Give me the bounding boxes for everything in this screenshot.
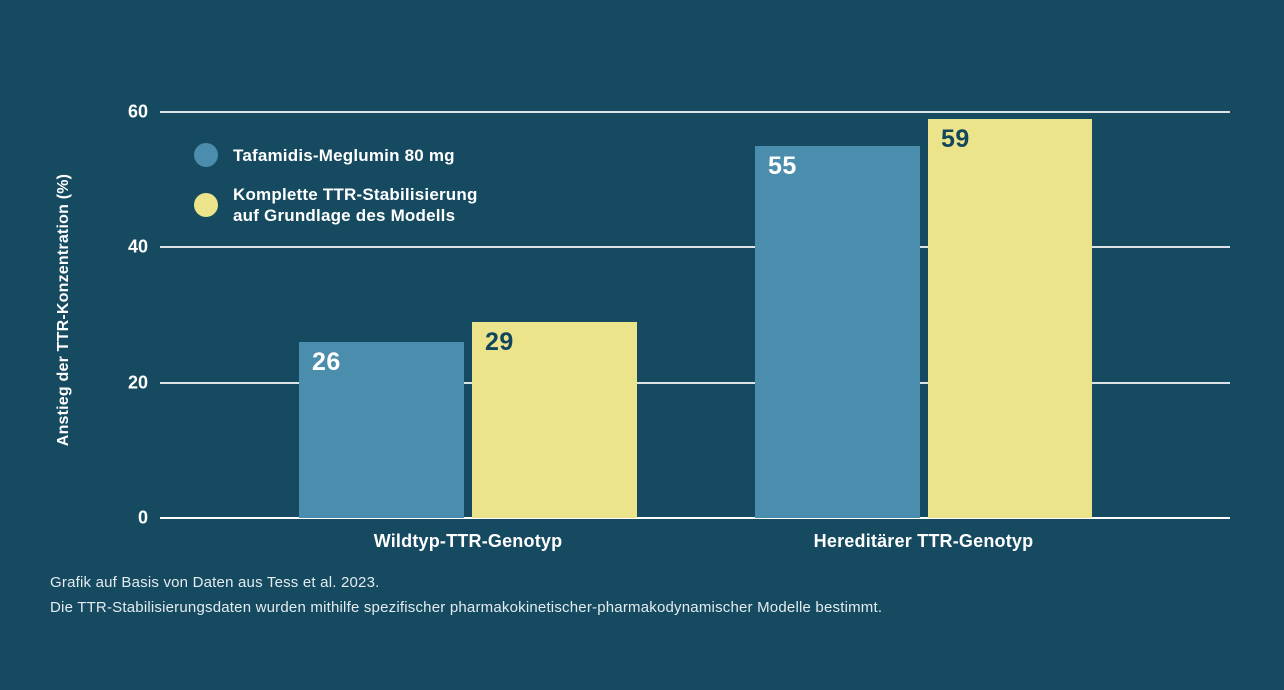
y-tick-0: 0 xyxy=(137,507,148,528)
legend-swatch-yellow-circle-icon xyxy=(194,193,218,217)
bar-value-label: 55 xyxy=(768,151,797,180)
gridline-20 xyxy=(160,381,1230,384)
y-tick-40: 40 xyxy=(127,236,148,257)
legend-swatch-blue-circle-icon xyxy=(194,143,218,167)
bar-hereditaer-stabilisierung: 59 xyxy=(928,118,1092,518)
bar-wildtyp-stabilisierung: 29 xyxy=(472,321,637,518)
bar-value-label: 29 xyxy=(485,327,514,356)
footer-method-line: Die TTR-Stabilisierungsdaten wurden mith… xyxy=(50,599,883,616)
legend-item-tafamidis: Tafamidis-Meglumin 80 mg xyxy=(194,143,478,167)
legend-label: Komplette TTR-Stabilisierung auf Grundla… xyxy=(233,184,478,226)
category-label-wildtyp: Wildtyp-TTR-Genotyp xyxy=(373,531,563,551)
category-label-hereditaer: Hereditärer TTR-Genotyp xyxy=(813,531,1034,551)
footer-notes: Grafik auf Basis von Daten aus Tess et a… xyxy=(50,570,882,620)
bar-value-label: 26 xyxy=(312,348,341,377)
bar-value-label: 59 xyxy=(941,124,970,153)
gridline-60 xyxy=(160,111,1230,113)
gridline-baseline xyxy=(160,517,1230,519)
bar-hereditaer-tafamidis: 55 xyxy=(755,145,920,518)
footer-source-line: Grafik auf Basis von Daten aus Tess et a… xyxy=(50,574,380,591)
legend: Tafamidis-Meglumin 80 mg Komplette TTR-S… xyxy=(194,143,478,226)
plot-area: 26 29 55 59 xyxy=(160,111,1230,519)
gridline-40 xyxy=(160,246,1230,249)
legend-label: Tafamidis-Meglumin 80 mg xyxy=(233,145,455,165)
y-tick-60: 60 xyxy=(127,101,148,122)
y-tick-20: 20 xyxy=(127,372,148,393)
legend-item-stabilisierung: Komplette TTR-Stabilisierung auf Grundla… xyxy=(194,184,478,226)
legend-label-line1: Komplette TTR-Stabilisierung xyxy=(233,185,478,204)
legend-label-line2: auf Grundlage des Modells xyxy=(233,206,456,225)
bar-wildtyp-tafamidis: 26 xyxy=(299,342,464,518)
y-axis-title: Anstieg der TTR-Konzentration (%) xyxy=(55,173,72,447)
